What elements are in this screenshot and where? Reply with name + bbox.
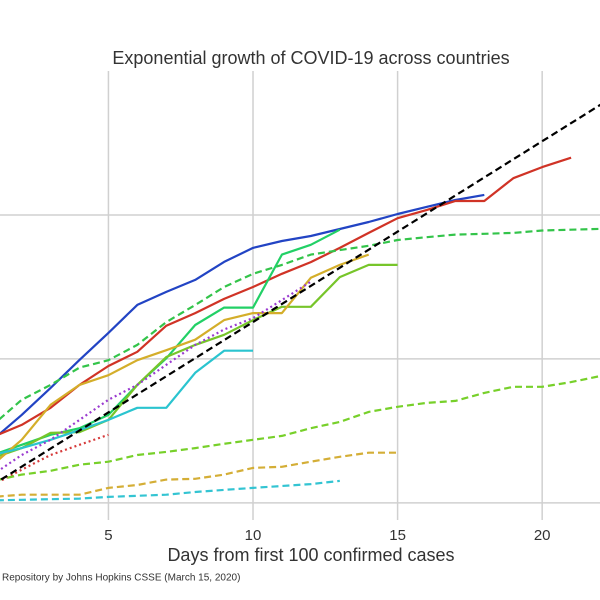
series-line <box>0 103 600 482</box>
chart-title: Exponential growth of COVID-19 across co… <box>112 48 509 68</box>
series-line <box>0 253 370 460</box>
series-line <box>0 227 600 421</box>
x-axis-label: Days from first 100 confirmed cases <box>167 545 454 565</box>
series-line <box>0 263 398 457</box>
series-line <box>0 280 312 472</box>
x-tick-label: 20 <box>534 527 551 544</box>
lines <box>0 103 600 502</box>
series-line <box>0 451 398 498</box>
series-line <box>0 479 340 502</box>
series-line <box>0 349 253 455</box>
x-tick-label: 5 <box>104 527 112 544</box>
series-line <box>0 375 600 481</box>
series-line <box>0 193 485 436</box>
source-note: Repository by Johns Hopkins CSSE (March … <box>2 573 240 584</box>
grid <box>0 71 600 520</box>
x-tick-label: 10 <box>245 527 262 544</box>
series-line <box>0 156 572 436</box>
series-line <box>0 433 109 483</box>
x-tick-label: 15 <box>389 527 406 544</box>
